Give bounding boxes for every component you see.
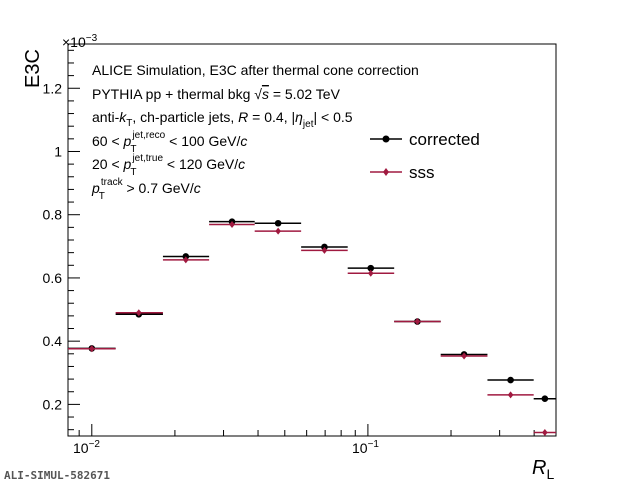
annotation-line-3: anti-kT, ch-particle jets, R = 0.4, |ηje… [92, 109, 353, 130]
data-marks [68, 218, 556, 437]
point-corrected-4 [274, 219, 282, 227]
plot-frame [67, 43, 557, 437]
point-sss-2 [182, 256, 189, 264]
y-axis-multiplier: ×10−3 [62, 33, 98, 50]
axis-ticks: 0.2 0.4 0.6 0.8 1 1.2 [43, 49, 535, 436]
annotation-line-6: pTtrack > 0.7 GeV/c [91, 177, 201, 202]
point-sss-3 [229, 221, 235, 229]
annotation-line-1: ALICE Simulation, E3C after thermal cone… [92, 62, 419, 78]
point-corrected-10 [541, 395, 549, 402]
point-sss-4 [275, 227, 281, 235]
legend: corrected sss [370, 130, 480, 182]
point-sss-6 [367, 269, 374, 277]
legend-marker-sss [383, 168, 389, 176]
annotation-line-2: PYTHIA pp + thermal bkg √s = 5.02 TeV [92, 86, 341, 102]
point-sss-7 [414, 318, 421, 326]
annotation-line-4: 60 < pTjet,reco < 100 GeV/c [92, 130, 247, 155]
footer-label: ALI-SIMUL-582671 [4, 469, 110, 482]
y-tick-label: 0.8 [43, 207, 63, 223]
legend-label-corrected: corrected [409, 130, 480, 149]
point-sss-8 [461, 352, 467, 360]
point-corrected-6 [367, 264, 375, 272]
annotation-line-5: 20 < pTjet,true < 120 GeV/c [92, 153, 245, 178]
x-tick-label-0.01: 10−2 [73, 439, 100, 456]
legend-label-sss: sss [409, 163, 435, 182]
y-tick-label: 1.2 [43, 80, 63, 96]
point-sss-1 [136, 309, 142, 317]
point-sss-0 [88, 345, 95, 353]
point-corrected-9 [507, 376, 514, 384]
point-sss-5 [321, 246, 328, 254]
legend-marker-corrected [382, 135, 390, 143]
y-tick-label: 0.6 [43, 270, 63, 286]
point-sss-10 [542, 429, 548, 437]
x-tick-label-0.1: 10−1 [352, 439, 379, 456]
annotation-block: ALICE Simulation, E3C after thermal cone… [91, 62, 419, 202]
y-tick-label: 1 [54, 143, 62, 159]
x-axis-title: RL [532, 457, 554, 482]
point-sss-9 [507, 391, 514, 399]
y-tick-label: 0.4 [43, 333, 63, 349]
y-tick-label: 0.2 [43, 396, 63, 412]
y-axis-title: E3C [22, 49, 44, 88]
